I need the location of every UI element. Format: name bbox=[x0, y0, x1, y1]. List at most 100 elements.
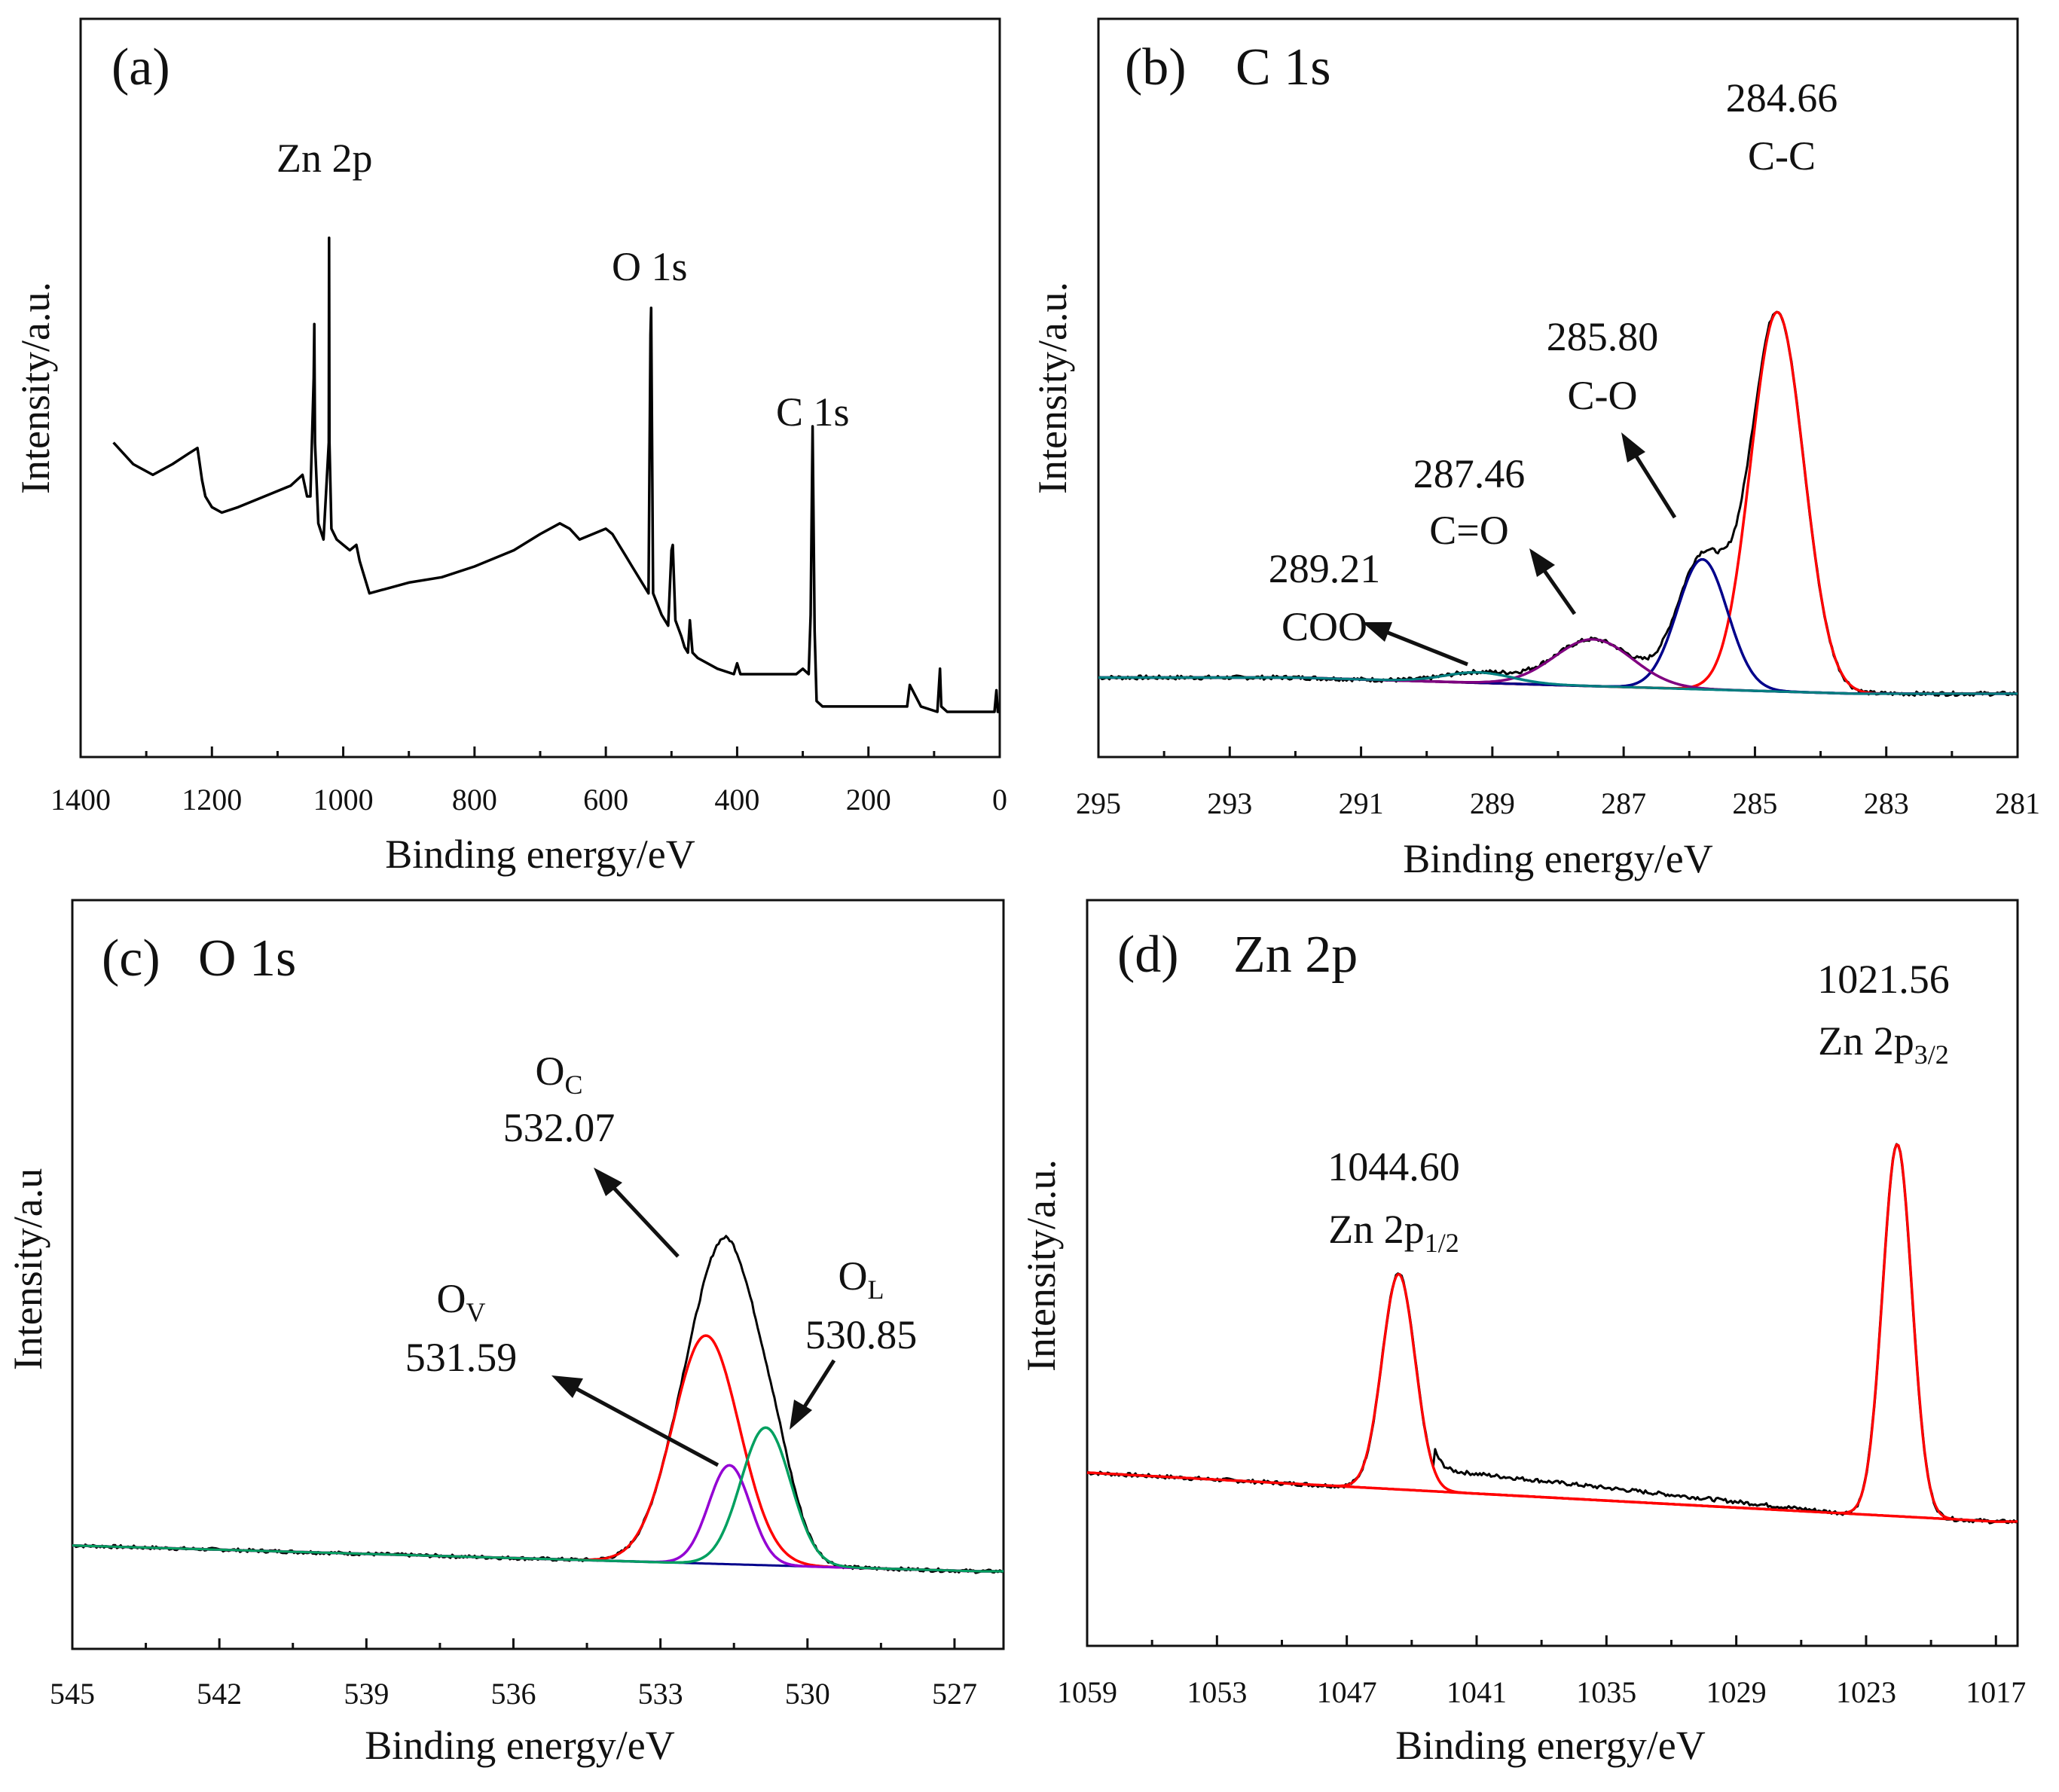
series-o-v bbox=[72, 1464, 1004, 1573]
panel-d-annot-1-2-sub: 1/2 bbox=[1425, 1228, 1459, 1258]
series-c-c-overlay bbox=[1098, 310, 2018, 695]
panel-a-label: (a) bbox=[112, 38, 170, 96]
xtick-label: 281 bbox=[1995, 786, 2040, 820]
panel-a-annot-c1s: C 1s bbox=[776, 389, 850, 435]
xtick-label: 533 bbox=[638, 1677, 683, 1711]
series-coo-overlay bbox=[1098, 671, 2018, 695]
panel-b-annot-co-label: C-O bbox=[1568, 373, 1638, 418]
panel-c-ylabel: Intensity/a.u bbox=[5, 1168, 50, 1370]
panel-c-arrow-oc bbox=[594, 1168, 680, 1258]
xtick-label: 527 bbox=[932, 1677, 977, 1711]
panel-c-arrow-ol bbox=[790, 1359, 836, 1430]
panel-b-annot-coo-value: 289.21 bbox=[1269, 546, 1381, 591]
panel-b-annot-cc-label: C-C bbox=[1748, 133, 1816, 179]
panel-c-annot-oc-sub: C bbox=[564, 1070, 582, 1100]
panel-c-annot-oc-main: O bbox=[535, 1049, 564, 1094]
panel-c-annot-oc-label: OC bbox=[535, 1049, 582, 1100]
xtick-label: 539 bbox=[344, 1677, 389, 1711]
series-zn-2p3-2-overlay bbox=[1086, 1143, 2018, 1523]
panel-d-title: Zn 2p bbox=[1233, 926, 1358, 984]
xtick-label: 0 bbox=[992, 783, 1007, 817]
series-envelope bbox=[1086, 1143, 2018, 1525]
series-zn-2p1-2-overlay bbox=[1086, 1273, 2018, 1523]
panel-b-xlabel: Binding energy/eV bbox=[1403, 836, 1712, 881]
xtick-label: 1200 bbox=[182, 783, 242, 817]
panel-c-annot-ol-value: 530.85 bbox=[805, 1312, 918, 1357]
panel-b-frame bbox=[1097, 17, 2019, 759]
xtick-label: 293 bbox=[1207, 786, 1252, 820]
panel-b-annot-c=o-label: C=O bbox=[1429, 508, 1508, 553]
panel-c-xlabel: Binding energy/eV bbox=[365, 1723, 674, 1768]
panel-b-annot-coo-label: COO bbox=[1282, 604, 1367, 649]
panel-c-annot-ol-label: OL bbox=[839, 1253, 884, 1305]
series-survey bbox=[112, 237, 1000, 713]
series-o-c-overlay bbox=[72, 1334, 1004, 1573]
panel-a-annot-o1s: O 1s bbox=[612, 244, 688, 289]
panel-c-annot-ol-main: O bbox=[839, 1253, 868, 1299]
panel-a-curves bbox=[112, 237, 1000, 713]
xtick-label: 287 bbox=[1601, 786, 1646, 820]
panel-b-ylabel: Intensity/a.u. bbox=[1030, 282, 1075, 494]
panel-a-xlabel: Binding energy/eV bbox=[385, 832, 695, 877]
panel-b-arrow-co bbox=[1621, 432, 1677, 519]
panel-d-frame bbox=[1086, 899, 2019, 1647]
panel-d-xlabel: Binding energy/eV bbox=[1395, 1723, 1705, 1768]
xtick-label: 530 bbox=[785, 1677, 830, 1711]
panel-d-label: (d) bbox=[1117, 926, 1179, 984]
panel-c-annot-ov-value: 531.59 bbox=[405, 1335, 518, 1380]
series-o-l-overlay bbox=[72, 1426, 1004, 1573]
xtick-label: 200 bbox=[846, 783, 891, 817]
xtick-label: 800 bbox=[452, 783, 497, 817]
xtick-label: 1035 bbox=[1576, 1675, 1636, 1709]
panel-d-ylabel: Intensity/a.u. bbox=[1019, 1159, 1064, 1372]
xtick-label: 283 bbox=[1864, 786, 1909, 820]
xtick-label: 295 bbox=[1076, 786, 1121, 820]
series-c-o-overlay bbox=[1098, 558, 2018, 695]
panel-a-annot-zn2p: Zn 2p bbox=[276, 136, 373, 181]
panel-c-annot-ov-main: O bbox=[437, 1276, 466, 1321]
xtick-label: 1029 bbox=[1706, 1675, 1767, 1709]
panel-d-zn2p: 1059 1053 1047 1041 1035 1029 1023 1017 (d) Zn … bbox=[1019, 899, 2026, 1768]
panel-b-label: (b) bbox=[1125, 38, 1187, 96]
series-c-o bbox=[1098, 557, 2018, 695]
series-c-c bbox=[1098, 310, 2018, 695]
panel-d-annot-3-2-value: 1021.56 bbox=[1817, 957, 1950, 1002]
panel-c-annot-oc-value: 532.07 bbox=[503, 1105, 616, 1150]
series-envelope bbox=[1098, 310, 2018, 698]
panel-c-title: O 1s bbox=[198, 930, 296, 988]
panel-a-frame bbox=[79, 17, 1001, 759]
panel-d-annot-1-2-main: Zn 2p bbox=[1328, 1207, 1425, 1252]
panel-d-annot-1-2-value: 1044.60 bbox=[1327, 1144, 1460, 1189]
xtick-label: 1047 bbox=[1317, 1675, 1377, 1709]
panel-c-annot-ov-sub: V bbox=[466, 1297, 486, 1327]
panel-a-survey: 1400 1200 1000 800 600 400 200 0 (a) Zn 2p O 1s… bbox=[13, 17, 1007, 877]
panel-b-c1s: 295 293 291 289 287 285 283 281 (b) C 1s 284.66… bbox=[1030, 17, 2040, 881]
panel-b-arrow-c=o bbox=[1529, 548, 1577, 615]
series-o-v-overlay bbox=[72, 1464, 1004, 1573]
panel-d-annot-3-2-main: Zn 2p bbox=[1818, 1018, 1914, 1064]
xtick-label: 285 bbox=[1732, 786, 1777, 820]
panel-c-xticks: 545 542 539 536 533 530 527 bbox=[50, 1638, 977, 1711]
panel-b-annot-c=o-value: 287.46 bbox=[1413, 451, 1526, 496]
xtick-label: 536 bbox=[490, 1677, 536, 1711]
panel-c-arrow-ov bbox=[551, 1375, 719, 1467]
panel-c-o1s: 545 542 539 536 533 530 527 (c) O 1s OC 532.07… bbox=[5, 899, 1005, 1768]
panel-d-annot-1-2-label: Zn 2p1/2 bbox=[1328, 1207, 1459, 1258]
panel-b-annot-cc-value: 284.66 bbox=[1726, 75, 1838, 121]
panel-a-ylabel: Intensity/a.u. bbox=[13, 282, 58, 494]
panel-b-arrow-coo bbox=[1362, 622, 1468, 667]
xtick-label: 1059 bbox=[1057, 1675, 1117, 1709]
xtick-label: 1017 bbox=[1966, 1675, 2026, 1709]
panel-b-xticks: 295 293 291 289 287 285 283 281 bbox=[1076, 746, 2040, 820]
series-o-c bbox=[72, 1334, 1004, 1573]
panel-c-curves bbox=[72, 1235, 1004, 1574]
panel-a-xticks: 1400 1200 1000 800 600 400 200 0 bbox=[50, 746, 1007, 817]
xtick-label: 1400 bbox=[50, 783, 111, 817]
xtick-label: 600 bbox=[583, 783, 628, 817]
panel-c-annot-ol-sub: L bbox=[868, 1275, 884, 1305]
xtick-label: 1000 bbox=[313, 783, 374, 817]
panel-d-annot-3-2-label: Zn 2p3/2 bbox=[1818, 1018, 1949, 1070]
xtick-label: 291 bbox=[1339, 786, 1384, 820]
panel-b-annot-co-value: 285.80 bbox=[1547, 314, 1659, 359]
